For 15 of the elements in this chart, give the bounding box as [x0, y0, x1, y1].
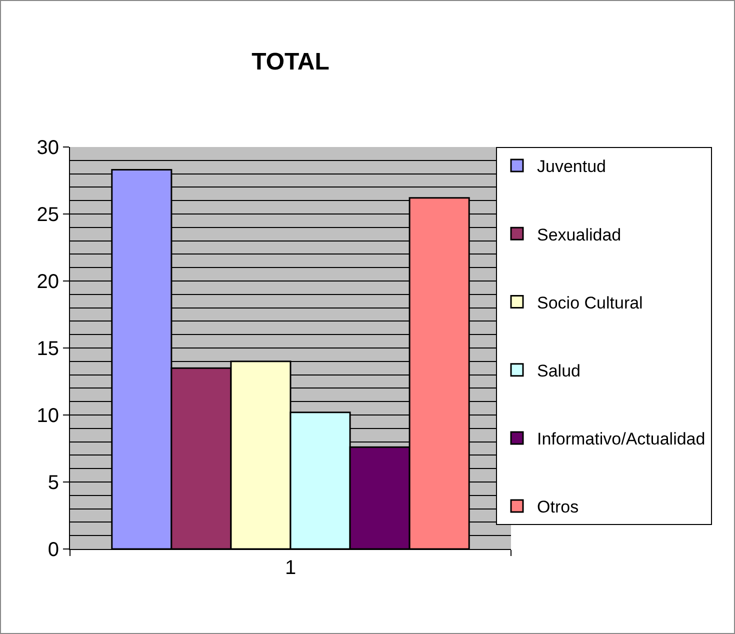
legend-label: Otros: [537, 498, 579, 517]
y-tick-label: 30: [36, 137, 59, 159]
legend-label: Salud: [537, 361, 580, 380]
y-tick-label: 5: [48, 472, 59, 494]
legend-label: Socio Cultural: [537, 293, 643, 312]
y-tick-label: 20: [36, 271, 59, 293]
legend-label: Informativo/Actualidad: [537, 430, 706, 449]
y-tick-label: 10: [36, 405, 59, 427]
chart-title: TOTAL: [252, 48, 330, 76]
y-tick-label: 0: [48, 539, 59, 561]
legend-label: Sexualidad: [537, 225, 622, 244]
x-tick-label: 1: [284, 557, 296, 579]
y-tick-label: 25: [36, 204, 59, 226]
y-tick-label: 15: [36, 338, 59, 360]
legend-label: Juventud: [537, 157, 606, 176]
